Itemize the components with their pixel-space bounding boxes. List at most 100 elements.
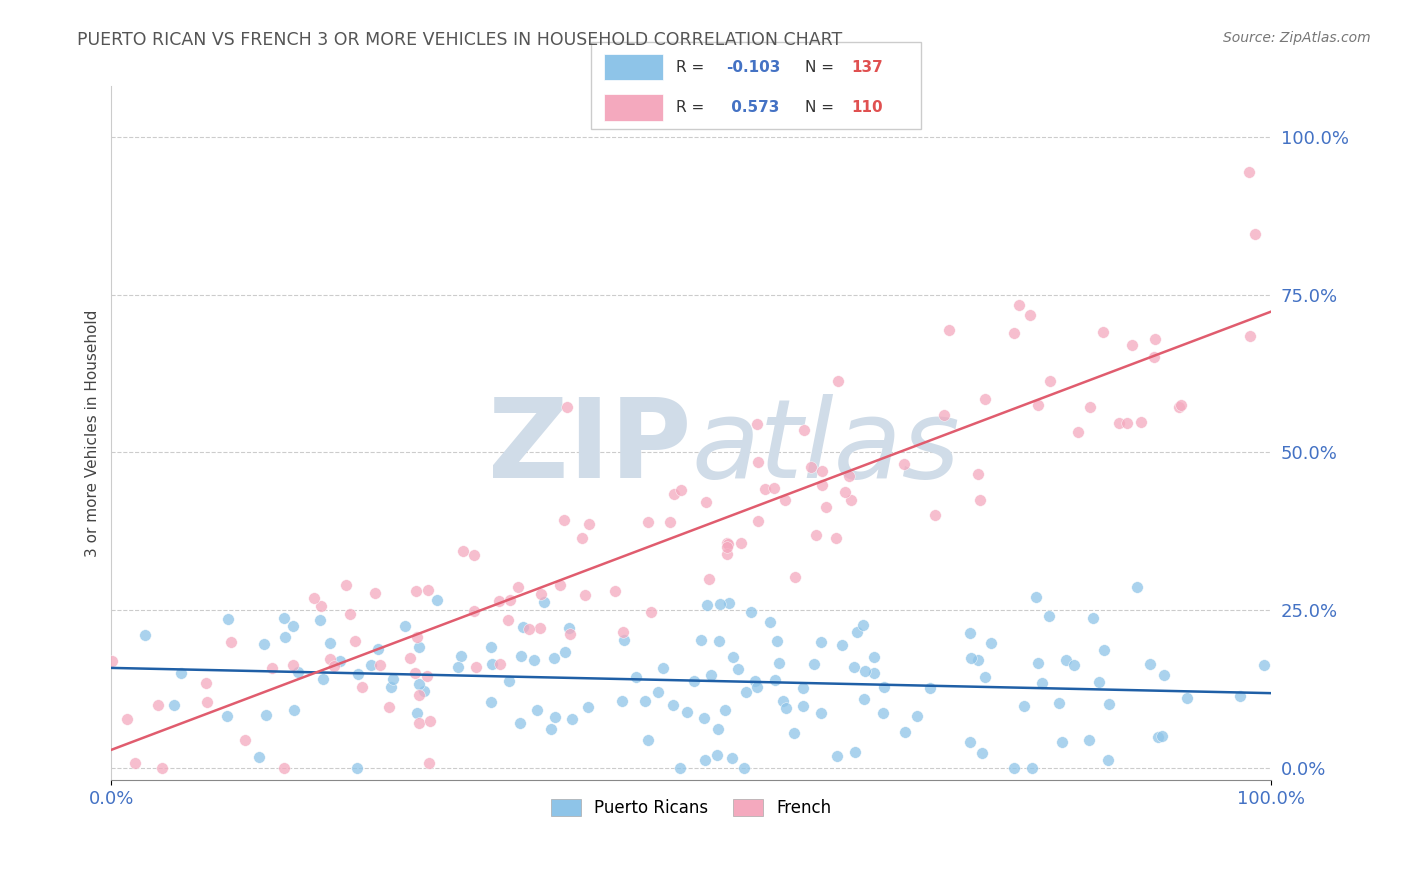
Text: atlas: atlas <box>692 393 960 500</box>
Point <box>465 659 488 673</box>
Point <box>408 716 430 731</box>
Point <box>273 630 295 644</box>
Point <box>426 593 449 607</box>
Point <box>974 670 997 684</box>
Point <box>1170 398 1192 412</box>
Point <box>1078 400 1101 414</box>
Point <box>1175 690 1198 705</box>
Point <box>517 622 540 636</box>
Point <box>368 658 391 673</box>
Point <box>481 657 503 671</box>
Point <box>721 649 744 664</box>
Point <box>1146 730 1168 744</box>
Point <box>717 536 740 550</box>
Point <box>690 632 713 647</box>
Text: R =: R = <box>676 100 710 115</box>
Point <box>195 676 218 690</box>
Point <box>408 688 430 702</box>
Point <box>1121 338 1143 352</box>
Point <box>553 513 575 527</box>
Point <box>610 694 633 708</box>
Point <box>762 481 785 495</box>
Point <box>1026 656 1049 670</box>
Point <box>530 587 553 601</box>
Point <box>398 651 420 665</box>
Point <box>1063 657 1085 672</box>
Point <box>1168 400 1191 414</box>
Point <box>893 457 915 471</box>
Point <box>344 633 367 648</box>
Point <box>302 591 325 605</box>
Point <box>1014 698 1036 713</box>
Point <box>163 698 186 712</box>
Point <box>700 668 723 682</box>
Point <box>605 584 627 599</box>
Point <box>697 572 720 586</box>
Point <box>612 625 634 640</box>
Point <box>831 639 853 653</box>
Point <box>959 735 981 749</box>
Point <box>1054 653 1077 667</box>
Point <box>924 508 946 522</box>
Point <box>934 408 956 422</box>
Point <box>714 703 737 717</box>
Text: N =: N = <box>806 60 839 75</box>
Point <box>669 483 692 497</box>
Point <box>707 723 730 737</box>
Point <box>1028 399 1050 413</box>
Point <box>499 592 522 607</box>
Point <box>754 483 776 497</box>
Point <box>747 514 769 528</box>
Point <box>894 725 917 739</box>
Point <box>408 676 430 690</box>
Point <box>658 515 681 529</box>
Point <box>669 761 692 775</box>
Point <box>254 708 277 723</box>
Point <box>1039 374 1062 388</box>
Point <box>1097 752 1119 766</box>
Point <box>219 635 242 649</box>
Point <box>683 673 706 688</box>
Point <box>773 492 796 507</box>
Point <box>450 649 472 664</box>
Point <box>852 618 875 632</box>
Point <box>1021 761 1043 775</box>
Point <box>217 611 239 625</box>
Point <box>845 625 868 640</box>
Point <box>747 455 769 469</box>
Point <box>744 673 766 688</box>
Point <box>1139 657 1161 671</box>
Point <box>772 694 794 708</box>
Point <box>1031 675 1053 690</box>
Point <box>918 681 941 696</box>
Point <box>312 672 335 686</box>
Point <box>360 657 382 672</box>
Point <box>863 665 886 680</box>
Point <box>1150 729 1173 743</box>
Text: ZIP: ZIP <box>488 393 692 500</box>
Point <box>730 536 752 550</box>
Point <box>1142 350 1164 364</box>
Point <box>510 649 533 664</box>
Point <box>716 547 738 561</box>
Point <box>1067 425 1090 439</box>
Point <box>260 660 283 674</box>
Point <box>838 469 860 483</box>
Point <box>825 748 848 763</box>
FancyBboxPatch shape <box>603 95 664 120</box>
FancyBboxPatch shape <box>603 54 664 80</box>
Point <box>1038 609 1060 624</box>
Point <box>560 712 582 726</box>
Point <box>969 492 991 507</box>
Point <box>533 595 555 609</box>
Point <box>309 613 332 627</box>
Point <box>844 745 866 759</box>
Point <box>803 657 825 671</box>
Point <box>814 500 837 514</box>
Point <box>526 703 548 717</box>
Point <box>844 660 866 674</box>
Point <box>1002 326 1025 340</box>
Point <box>148 698 170 712</box>
Point <box>662 487 685 501</box>
Point <box>283 619 305 633</box>
